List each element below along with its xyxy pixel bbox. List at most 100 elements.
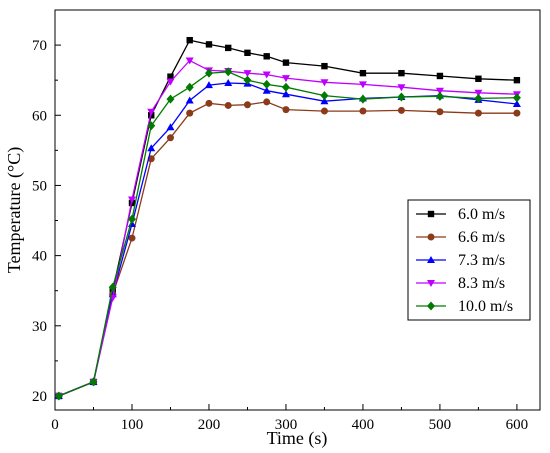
x-tick-label: 0 (51, 417, 59, 433)
legend-item: 8.3 m/s (416, 275, 505, 292)
data-point (320, 97, 329, 105)
data-point (435, 87, 444, 95)
data-point (281, 82, 290, 92)
legend-marker (427, 233, 435, 241)
data-point (282, 106, 290, 114)
data-point (243, 70, 252, 78)
legend-marker (427, 210, 435, 218)
data-point (185, 82, 194, 92)
data-point (474, 109, 482, 117)
data-point (474, 89, 483, 97)
data-point (512, 100, 521, 108)
data-point (186, 109, 194, 117)
data-point (166, 134, 174, 142)
legend-marker (427, 280, 435, 287)
data-point (167, 73, 174, 80)
data-point (127, 196, 136, 204)
data-point (224, 101, 232, 109)
legend-label: 6.6 m/s (458, 229, 505, 246)
series-10-0-m-s (54, 67, 521, 401)
data-point (321, 62, 328, 70)
data-point (281, 90, 290, 98)
y-axis-title: Temperature (°C) (4, 147, 25, 273)
plot-frame (54, 9, 541, 411)
data-point (225, 44, 232, 52)
legend-item: 6.0 m/s (416, 206, 505, 223)
data-point (397, 84, 406, 92)
data-point (262, 86, 271, 94)
data-point (166, 78, 175, 86)
data-point (147, 108, 156, 116)
series-line (58, 59, 517, 397)
data-point (320, 91, 329, 101)
data-point (127, 214, 136, 224)
legend: 6.0 m/s 6.6 m/s 7.3 m/s 8.3 m/s 10.0 m/s (407, 199, 531, 321)
data-point (205, 99, 213, 107)
data-point (244, 49, 251, 57)
data-point (359, 107, 367, 115)
data-point (263, 98, 271, 106)
y-tick-label: 30 (32, 319, 47, 335)
data-point (513, 109, 521, 117)
x-tick-label: 500 (429, 417, 452, 433)
legend-label: 10.0 m/s (458, 298, 513, 315)
data-point (224, 67, 233, 77)
data-point (147, 121, 156, 131)
data-point (89, 377, 98, 387)
axis-ticks (54, 44, 518, 410)
legend-item: 7.3 m/s (416, 252, 505, 269)
y-tick-label: 70 (32, 38, 47, 54)
data-point (108, 282, 117, 292)
x-tick-label: 200 (198, 417, 221, 433)
data-point (475, 75, 482, 82)
data-point (513, 76, 521, 84)
data-point (262, 71, 271, 79)
data-point (147, 144, 156, 152)
data-point (128, 234, 136, 242)
data-point (54, 391, 63, 401)
data-point (282, 59, 290, 66)
x-tick-label: 400 (352, 417, 375, 433)
data-point (435, 91, 444, 101)
legend-item: 10.0 m/s (416, 298, 513, 315)
series-group (54, 36, 521, 401)
data-point (397, 92, 406, 102)
y-tick-label: 40 (32, 249, 47, 265)
data-point (243, 75, 252, 85)
data-point (436, 72, 444, 80)
y-tick-label: 20 (32, 389, 47, 405)
legend-label: 6.0 m/s (458, 206, 505, 223)
data-point (398, 69, 405, 77)
x-tick-label: 600 (506, 417, 529, 433)
x-tick-label: 300 (275, 417, 298, 433)
data-point (262, 79, 271, 89)
data-point (358, 94, 367, 104)
series-6-6-m-s (55, 98, 521, 400)
data-point (186, 36, 193, 44)
data-point (436, 108, 444, 116)
data-point (512, 93, 521, 103)
data-point (474, 93, 483, 103)
legend-item: 6.6 m/s (416, 229, 505, 246)
axis-tick-labels: 0 100 200 300 400 500 600 20 30 40 50 60 70 (32, 38, 528, 433)
data-point (185, 57, 194, 65)
y-tick-label: 60 (32, 108, 47, 124)
data-point (263, 53, 270, 60)
series-line (58, 71, 517, 397)
x-tick-label: 100 (121, 417, 144, 433)
data-point (358, 81, 367, 89)
data-point (205, 41, 213, 48)
data-point (320, 79, 329, 87)
legend-label: 8.3 m/s (458, 275, 505, 292)
data-point (204, 68, 213, 78)
data-point (204, 81, 213, 89)
data-point (320, 107, 328, 115)
data-point (166, 94, 175, 104)
x-axis-title: Time (s) (267, 428, 328, 449)
data-point (243, 101, 251, 109)
legend-marker (427, 301, 435, 311)
legend-marker (427, 256, 435, 263)
legend-label: 7.3 m/s (458, 252, 505, 269)
data-point (281, 75, 290, 83)
